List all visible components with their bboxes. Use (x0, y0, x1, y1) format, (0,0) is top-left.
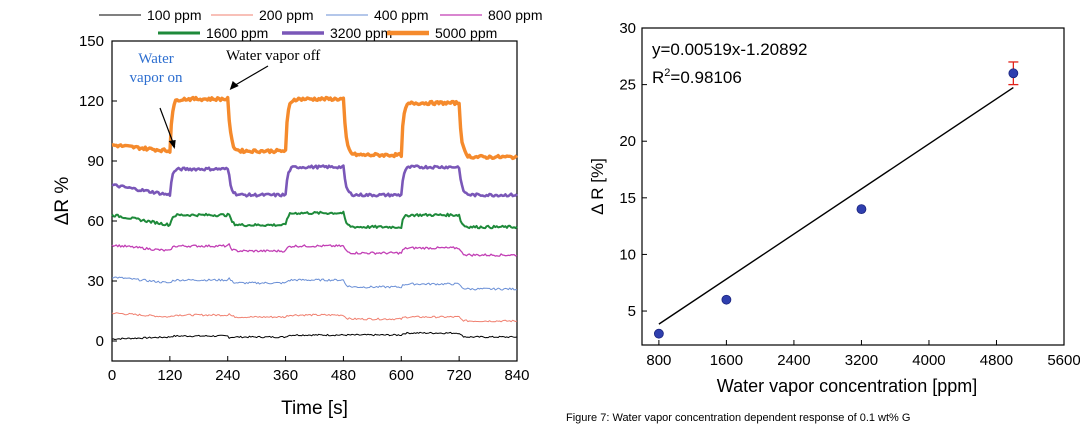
annotation-water-vapor-on: Water vapor on (130, 51, 183, 86)
legend-label: 400 ppm (374, 7, 428, 23)
concentration-fit-chart: 800 1600 2400 3200 4000 4800 5600 5 10 15 20 25 30 y… (588, 20, 1080, 396)
fit-equation: y=0.00519x-1.20892 (652, 40, 808, 59)
x-tick-label: 5600 (1047, 352, 1080, 369)
y-tick-label: 60 (87, 213, 104, 230)
x-tick-label: 800 (646, 352, 671, 369)
x-tick-label: 4800 (980, 352, 1013, 369)
y-tick-label: 90 (87, 153, 104, 170)
legend-label: 5000 ppm (435, 25, 497, 41)
series-line-1600-ppm (111, 210, 518, 230)
y-tick-label: 20 (619, 133, 636, 150)
annotation-arrow-shaft (233, 65, 269, 87)
data-point (721, 294, 732, 305)
r2-superscript: 2 (664, 67, 670, 79)
annotations: Water vapor on Water vapor off (130, 48, 320, 149)
x-tick-label: 1600 (710, 352, 743, 369)
y-axis-label: ΔR % (52, 177, 73, 226)
plot-area: 0 120 240 360 480 600 720 840 0 30 60 90 120 150 Wate… (79, 33, 530, 384)
series-line-5000-ppm (111, 95, 519, 161)
annotation-water-vapor-off: Water vapor off (226, 48, 320, 64)
tick-marks (642, 27, 1065, 345)
legend-label: 1600 ppm (206, 25, 268, 41)
x-tick-label: 600 (389, 367, 414, 384)
series-group (111, 95, 519, 340)
time-response-chart: 100 ppm 200 ppm 400 ppm 800 ppm 1600 ppm 3200… (52, 7, 542, 419)
x-axis-label: Time [s] (281, 398, 348, 419)
y-tick-label: 120 (79, 93, 104, 110)
x-tick-label: 2400 (777, 352, 810, 369)
y-tick-label: 5 (628, 303, 636, 320)
x-tick-label: 360 (273, 367, 298, 384)
legend-label: 800 ppm (488, 7, 542, 23)
series-line-800-ppm (111, 243, 518, 257)
x-tick-label: 3200 (845, 352, 878, 369)
x-tick-label: 240 (215, 367, 240, 384)
y-tick-label: 0 (96, 333, 104, 350)
x-tick-label: 120 (157, 367, 182, 384)
series-line-100-ppm (111, 331, 518, 340)
tick-labels: 800 1600 2400 3200 4000 4800 5600 5 10 15 20 25 30 (619, 20, 1080, 369)
r-squared-label: R2=0.98106 (652, 67, 742, 87)
y-tick-label: 10 (619, 246, 636, 263)
series-line-200-ppm (111, 312, 518, 323)
data-point (856, 204, 867, 215)
legend-label: 3200 ppm (330, 25, 392, 41)
x-tick-label: 480 (331, 367, 356, 384)
annotation-line: Water (138, 51, 173, 67)
x-tick-label: 4000 (912, 352, 945, 369)
tick-labels: 0 120 240 360 480 600 720 840 0 30 60 90 120 150 (79, 33, 530, 384)
figure-caption: Figure 7: Water vapor concentration depe… (566, 412, 911, 424)
y-axis-label: Δ R [%] (588, 158, 607, 215)
series-line-400-ppm (112, 276, 518, 291)
x-tick-label: 720 (447, 367, 472, 384)
tick-marks (111, 40, 518, 361)
arrow-head-icon (229, 81, 239, 90)
r2-value: =0.98106 (670, 68, 741, 87)
y-tick-label: 25 (619, 77, 636, 94)
x-axis-label: Water vapor concentration [ppm] (717, 376, 977, 396)
series-line-3200-ppm (111, 164, 518, 198)
annotation-line: vapor on (130, 70, 183, 86)
plot-frame (111, 40, 518, 362)
fit-line (658, 86, 1014, 325)
data-points (653, 68, 1019, 339)
x-tick-label: 0 (108, 367, 116, 384)
y-tick-label: 30 (87, 273, 104, 290)
legend: 100 ppm 200 ppm 400 ppm 800 ppm 1600 ppm 3200… (99, 7, 542, 41)
y-tick-label: 150 (79, 33, 104, 50)
data-point (1008, 68, 1019, 79)
legend-label: 200 ppm (259, 7, 313, 23)
y-tick-label: 15 (619, 190, 636, 207)
y-tick-label: 30 (619, 20, 636, 37)
x-tick-label: 840 (504, 367, 529, 384)
legend-label: 100 ppm (147, 7, 201, 23)
plot-frame (641, 27, 1065, 346)
data-point (653, 328, 664, 339)
arrow-head-icon (168, 140, 176, 149)
r2-symbol: R (652, 68, 664, 87)
